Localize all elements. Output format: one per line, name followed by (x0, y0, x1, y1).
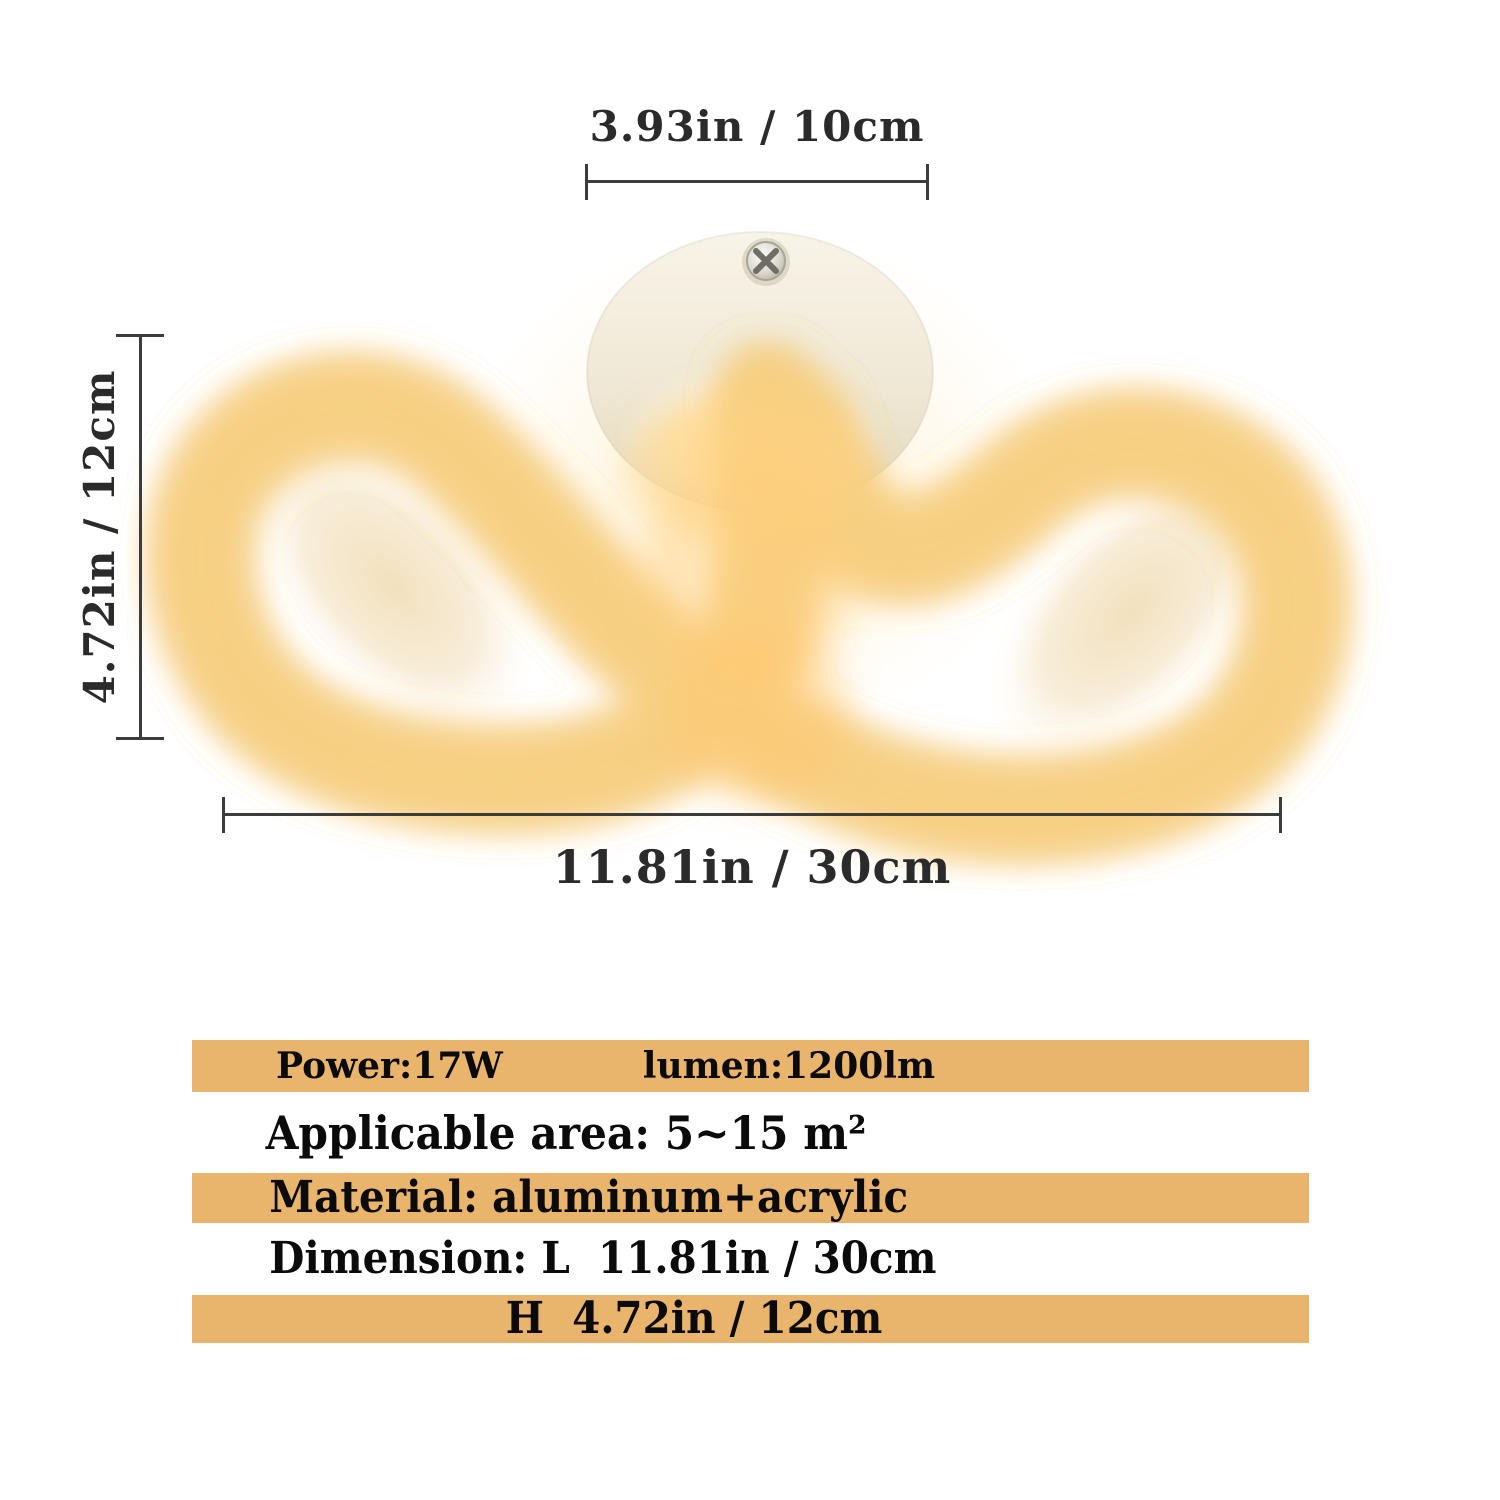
spec-dimension-l-value: Dimension: L 11.81in / 30cm (269, 1233, 937, 1284)
left-loop-interior (247, 434, 537, 736)
right-loop-interior (985, 462, 1275, 762)
spec-power-value: Power:17W (276, 1045, 503, 1087)
dimension-label-canopy-width: 3.93in / 10cm (589, 102, 925, 151)
dimension-line (139, 335, 142, 740)
spec-lumen-value: lumen:1200lm (642, 1045, 936, 1087)
spec-row-dimension-height: H 4.72in / 12cm (192, 1295, 1309, 1343)
spec-row-power: Power:17W lumen:1200lm (192, 1040, 1309, 1092)
screw-icon (742, 238, 790, 286)
dimension-tick (222, 797, 225, 833)
dimension-label-length: 11.81in / 30cm (552, 840, 952, 894)
spec-material-value: Material: aluminum+acrylic (269, 1172, 909, 1223)
spec-dimension-h-value: H 4.72in / 12cm (505, 1293, 883, 1344)
led-tube (200, 351, 1297, 810)
dimension-tick (116, 334, 164, 337)
dimension-line (222, 813, 1282, 816)
dimension-tick (926, 164, 929, 200)
dimension-tick (585, 164, 588, 200)
spec-row-dimension-length: Dimension: L 11.81in / 30cm (192, 1223, 1309, 1295)
dimension-tick (1279, 797, 1282, 833)
spec-row-material: Material: aluminum+acrylic (192, 1173, 1309, 1223)
dimension-line (585, 180, 929, 183)
spec-area-value: Applicable area: 5~15 m² (265, 1105, 867, 1160)
spec-row-applicable-area: Applicable area: 5~15 m² (192, 1092, 1309, 1173)
dimension-label-height: 4.72in / 12cm (75, 369, 124, 705)
center-light-glow (625, 398, 865, 800)
dimension-tick (116, 737, 164, 740)
